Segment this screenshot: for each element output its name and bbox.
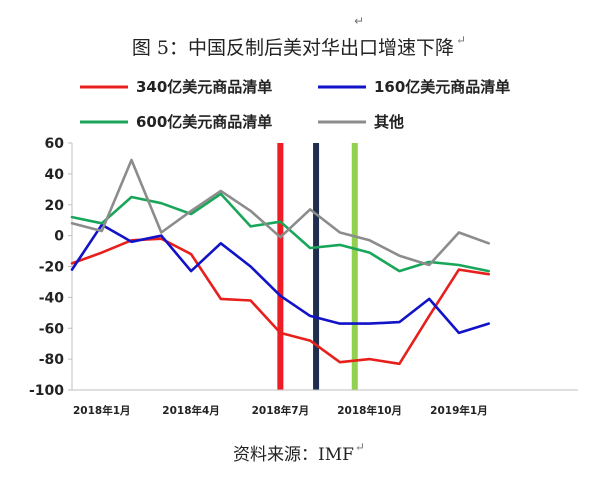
y-tick-label-4: -20 bbox=[39, 260, 65, 276]
x-tick-label-4: 2019年1月 bbox=[430, 404, 488, 417]
source-note: 资料来源：IMF↵ bbox=[0, 440, 598, 465]
y-tick-label-0: 60 bbox=[45, 136, 65, 152]
legend-label-2: 160亿美元商品清单 bbox=[374, 78, 510, 96]
event-marker-1 bbox=[277, 143, 284, 390]
y-tick-label-7: -80 bbox=[39, 352, 65, 368]
x-tick-label-1: 2018年4月 bbox=[162, 404, 220, 417]
figure-title-text: 图 5：中国反制后美对华出口增速下降 bbox=[131, 37, 455, 59]
paragraph-mark-top: ↵ bbox=[354, 14, 365, 28]
y-tick-label-5: -40 bbox=[39, 290, 65, 306]
series-line-3 bbox=[70, 192, 491, 273]
event-marker-3 bbox=[351, 143, 358, 390]
y-tick-label-6: -60 bbox=[39, 321, 65, 337]
event-marker-2 bbox=[313, 143, 320, 390]
chart-axes: 60 40 20 0 -20 -40 -60 -80 -100 2018年1月 2018年4月 201… bbox=[29, 136, 578, 417]
y-tick-label-2: 20 bbox=[45, 198, 65, 214]
vertical-markers bbox=[277, 143, 358, 390]
series-line-4 bbox=[70, 158, 491, 267]
legend-label-1: 340亿美元商品清单 bbox=[136, 78, 272, 96]
x-tick-label-0: 2018年1月 bbox=[73, 404, 131, 417]
paragraph-mark-title: ↵ bbox=[456, 33, 467, 47]
legend-label-4: 其他 bbox=[374, 113, 404, 131]
x-tick-label-3: 2018年10月 bbox=[337, 404, 402, 417]
series-line-2 bbox=[70, 223, 491, 335]
chart-legend: 340亿美元商品清单 160亿美元商品清单 600亿美元商品清单 其他 bbox=[80, 78, 510, 131]
y-tick-label-1: 40 bbox=[45, 167, 65, 183]
x-tick-label-2: 2018年7月 bbox=[252, 404, 310, 417]
y-tick-label-8: -100 bbox=[29, 383, 64, 399]
paragraph-mark-source: ↵ bbox=[354, 440, 365, 454]
legend-label-3: 600亿美元商品清单 bbox=[136, 113, 272, 131]
source-text: 资料来源：IMF bbox=[233, 445, 354, 465]
y-tick-label-3: 0 bbox=[54, 229, 64, 245]
chart-series bbox=[70, 158, 491, 366]
figure-title: 图 5：中国反制后美对华出口增速下降 ↵ bbox=[0, 33, 598, 60]
